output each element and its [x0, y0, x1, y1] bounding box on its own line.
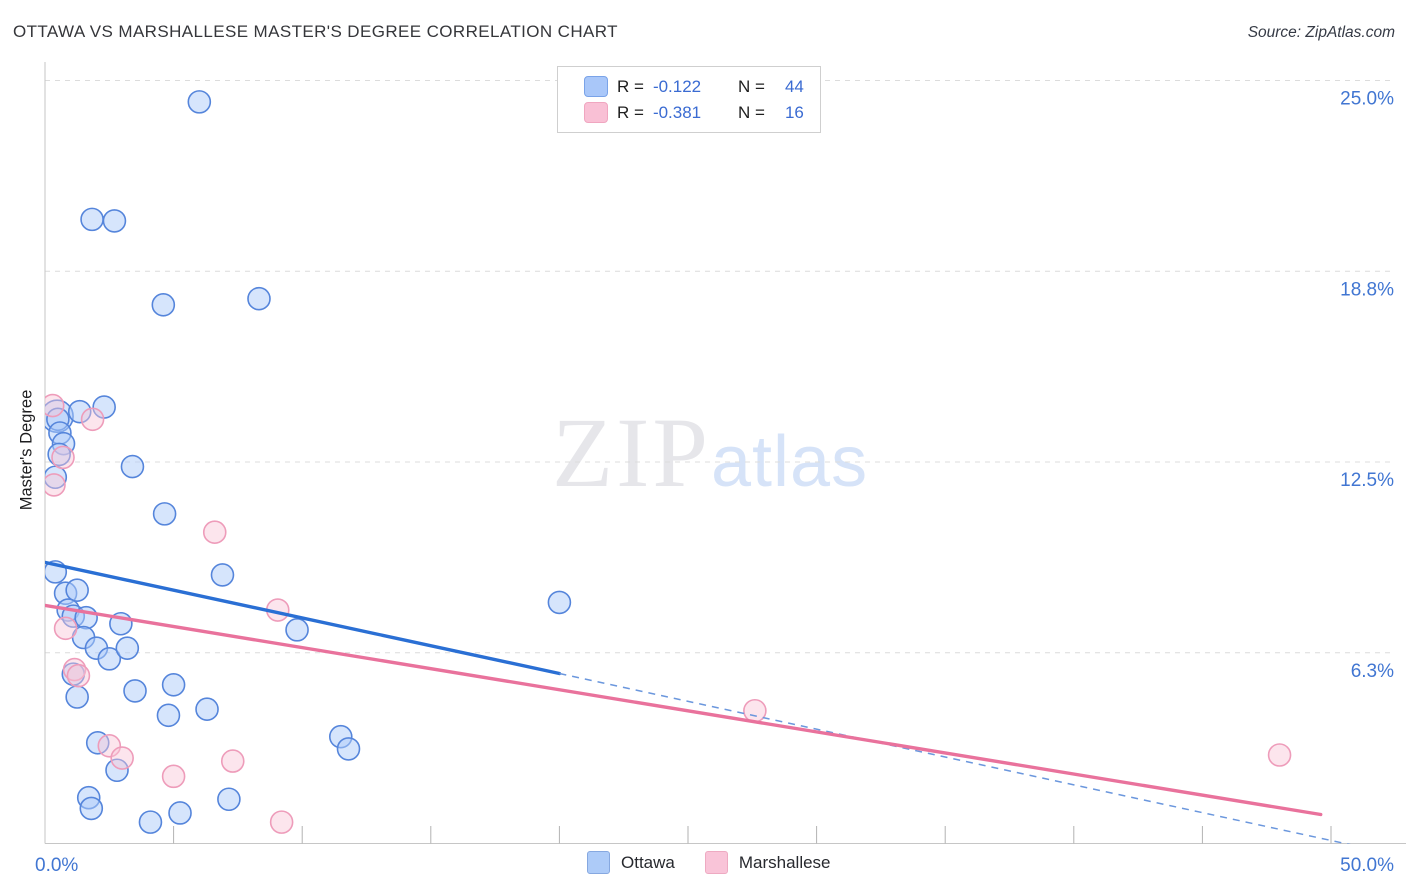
- stats-row-ottawa: R = -0.122 N = 44: [558, 76, 820, 97]
- legend-item-ottawa[interactable]: Ottawa: [587, 851, 675, 874]
- page-title: OTTAWA VS MARSHALLESE MASTER'S DEGREE CO…: [13, 22, 618, 41]
- scatter-point-ottawa[interactable]: [547, 590, 572, 615]
- correlation-stats-legend: R = -0.122 N = 44 R = -0.381 N = 16: [557, 66, 821, 133]
- n-value-marshallese: 16: [784, 102, 804, 122]
- r-value-marshallese: -0.381: [652, 102, 702, 122]
- trend-line-marshallese: [45, 603, 1323, 817]
- r-value-ottawa: -0.122: [652, 76, 702, 96]
- ottawa-swatch-icon: [584, 76, 608, 97]
- scatter-point-ottawa[interactable]: [138, 810, 163, 834]
- scatter-point-ottawa[interactable]: [65, 578, 89, 602]
- r-label: R =: [617, 76, 644, 96]
- n-label: N =: [737, 102, 765, 122]
- y-axis-title: Master's Degree: [17, 389, 36, 511]
- scatter-point-ottawa[interactable]: [285, 618, 309, 642]
- scatter-point-ottawa[interactable]: [67, 399, 92, 424]
- scatter-point-ottawa[interactable]: [97, 647, 122, 671]
- ottawa-legend-label: Ottawa: [621, 852, 675, 872]
- scatter-point-ottawa[interactable]: [123, 679, 147, 703]
- n-value-ottawa: 44: [784, 76, 804, 96]
- scatter-point-ottawa[interactable]: [65, 685, 89, 709]
- legend-item-marshallese[interactable]: Marshallese: [704, 851, 831, 874]
- trend-line-ottawa: [45, 560, 562, 676]
- stats-row-marshallese: R = -0.381 N = 16: [558, 102, 820, 123]
- scatter-point-ottawa[interactable]: [217, 787, 241, 812]
- scatter-point-marshallese[interactable]: [743, 698, 767, 723]
- scatter-point-marshallese[interactable]: [202, 520, 227, 544]
- scatter-point-marshallese[interactable]: [161, 764, 186, 789]
- scatter-point-marshallese[interactable]: [110, 746, 134, 770]
- x-axis-min-label: 0.0%: [35, 855, 78, 876]
- source-attribution: Source: ZipAtlas.com: [1247, 24, 1395, 41]
- trend-line-ottawa-dashed-extension: [559, 672, 1351, 844]
- y-axis-tick-label: 12.5%: [1340, 470, 1394, 491]
- scatter-point-ottawa[interactable]: [187, 90, 212, 114]
- scatter-point-ottawa[interactable]: [105, 758, 129, 783]
- scatter-point-marshallese[interactable]: [51, 445, 75, 470]
- scatter-point-marshallese[interactable]: [220, 749, 245, 773]
- scatter-point-ottawa[interactable]: [80, 207, 104, 232]
- y-axis-tick-label: 18.8%: [1340, 279, 1394, 300]
- scatter-point-ottawa[interactable]: [210, 563, 235, 587]
- scatter-point-marshallese[interactable]: [80, 407, 105, 432]
- y-axis-tick-label: 25.0%: [1340, 89, 1394, 110]
- scatter-point-ottawa[interactable]: [151, 293, 176, 317]
- series-legend: Ottawa Marshallese: [587, 851, 831, 874]
- scatter-point-marshallese[interactable]: [53, 616, 78, 641]
- scatter-point-ottawa[interactable]: [161, 672, 186, 697]
- r-label: R =: [617, 102, 644, 122]
- scatter-point-ottawa[interactable]: [336, 737, 361, 761]
- scatter-point-marshallese[interactable]: [42, 393, 65, 418]
- scatter-point-ottawa[interactable]: [120, 454, 145, 479]
- scatter-point-ottawa[interactable]: [102, 209, 127, 233]
- ottawa-legend-swatch-icon: [587, 851, 610, 874]
- scatter-point-marshallese[interactable]: [43, 473, 66, 497]
- scatter-point-ottawa[interactable]: [115, 636, 140, 660]
- scatter-point-ottawa[interactable]: [152, 502, 177, 526]
- scatter-point-ottawa[interactable]: [247, 286, 271, 311]
- plot-area: [42, 90, 1351, 844]
- scatter-point-marshallese[interactable]: [269, 810, 294, 834]
- y-axis-tick-label: 6.3%: [1351, 661, 1394, 682]
- scatter-point-ottawa[interactable]: [156, 703, 181, 728]
- scatter-point-marshallese[interactable]: [97, 734, 122, 758]
- n-label: N =: [737, 76, 765, 96]
- scatter-point-ottawa[interactable]: [168, 801, 192, 825]
- x-axis-max-label: 50.0%: [1340, 855, 1394, 876]
- marshallese-legend-label: Marshallese: [738, 852, 831, 872]
- scatter-point-ottawa[interactable]: [195, 697, 219, 722]
- marshallese-legend-swatch-icon: [704, 851, 728, 874]
- scatter-point-marshallese[interactable]: [66, 663, 91, 688]
- scatter-point-ottawa[interactable]: [79, 796, 104, 821]
- marshallese-swatch-icon: [584, 102, 608, 123]
- scatter-point-ottawa[interactable]: [47, 442, 71, 467]
- scatter-point-marshallese[interactable]: [1267, 743, 1292, 767]
